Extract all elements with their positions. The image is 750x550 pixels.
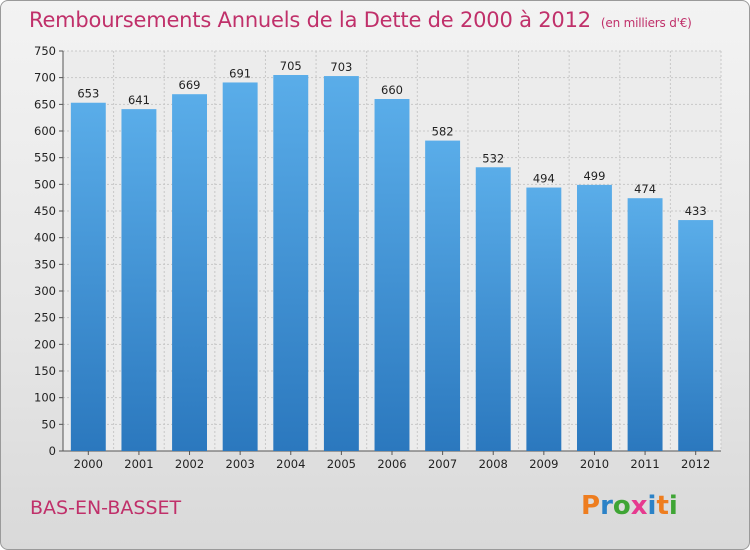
x-tick-label: 2004 [276,457,305,471]
value-label: 660 [381,83,403,97]
x-tick-label: 2001 [124,457,153,471]
x-tick-label: 2000 [74,457,103,471]
y-tick-label: 700 [34,71,56,85]
logo-letter: x [630,491,648,521]
x-tick-label: 2009 [529,457,558,471]
y-tick-label: 100 [34,391,56,405]
bars [70,75,714,452]
bar [222,82,258,451]
bar [323,76,359,452]
value-label: 705 [280,59,302,73]
value-label: 641 [128,93,150,107]
value-label: 474 [634,182,656,196]
value-labels: 653 641 669 691 705 703 660 582 532 494 499 474 433 [77,59,706,218]
y-tick-label: 150 [34,364,56,378]
bar [576,184,612,451]
value-label: 494 [533,172,555,186]
value-label: 582 [432,125,454,139]
x-tick-label: 2003 [226,457,255,471]
y-tick-label: 750 [34,44,56,58]
bar [172,94,208,451]
bar [121,109,157,451]
y-tick-label: 200 [34,337,56,351]
chart-title-text: Remboursements Annuels de la Dette de 20… [29,8,591,32]
value-label: 433 [685,204,707,218]
y-tick-label: 300 [34,284,56,298]
bar [374,99,410,451]
logo-letter: t [656,491,669,521]
logo-letter: i [668,491,678,521]
chart-subtitle: (en milliers d'€) [600,16,692,30]
value-label: 703 [330,60,352,74]
bar [678,220,714,451]
x-tick-label: 2008 [479,457,508,471]
value-label: 532 [482,151,504,165]
y-tick-label: 350 [34,257,56,271]
y-tick-label: 400 [34,231,56,245]
value-label: 653 [77,87,99,101]
x-tick-label: 2012 [681,457,710,471]
y-tick-label: 550 [34,151,56,165]
x-tick-label: 2002 [175,457,204,471]
y-tick-label: 50 [41,417,56,431]
bar [627,198,663,451]
chart-title: Remboursements Annuels de la Dette de 20… [29,8,692,32]
bar [526,187,562,452]
proxiti-logo[interactable]: Proxiti [581,491,678,521]
value-label: 691 [229,66,251,80]
y-tick-label: 650 [34,97,56,111]
x-tick-label: 2011 [630,457,659,471]
y-tick-label: 0 [49,444,56,458]
x-tick-label: 2006 [377,457,406,471]
logo-letter: r [600,491,613,521]
logo-letter: o [612,491,631,521]
tick-labels: 0 50 100 150 200 250 300 350 400 450 500 550 600 650 7… [34,44,710,471]
bar [70,102,106,451]
x-tick-label: 2010 [580,457,609,471]
y-tick-label: 250 [34,311,56,325]
bar [475,167,511,451]
y-tick-label: 450 [34,204,56,218]
bar [273,75,309,451]
place-name: BAS-EN-BASSET [30,497,182,519]
x-tick-label: 2005 [327,457,356,471]
y-tick-label: 600 [34,124,56,138]
logo-letter: P [581,491,601,521]
y-tick-label: 500 [34,177,56,191]
value-label: 499 [583,169,605,183]
bar [425,140,461,451]
value-label: 669 [179,78,201,92]
logo-letter: i [647,491,657,521]
x-tick-label: 2007 [428,457,457,471]
